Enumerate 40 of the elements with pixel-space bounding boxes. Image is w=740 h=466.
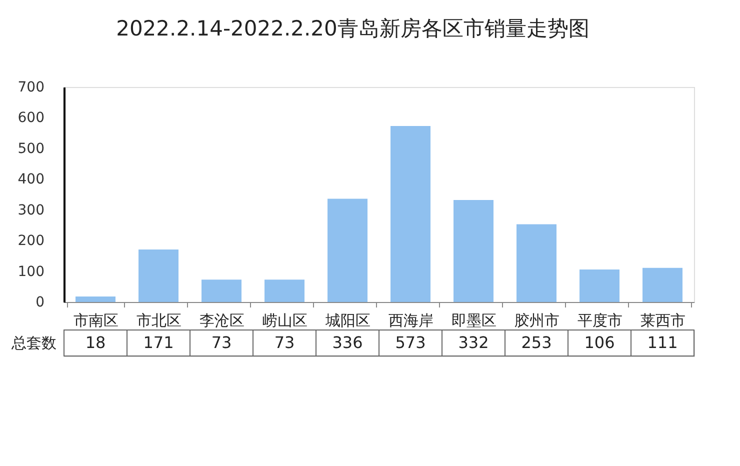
bar xyxy=(202,280,242,302)
bar xyxy=(264,280,304,302)
data-label: 253 xyxy=(521,333,552,352)
x-tick-label: 崂山区 xyxy=(262,312,308,330)
x-tick-label: 市南区 xyxy=(74,312,118,330)
x-tick-label: 胶州市 xyxy=(514,312,560,330)
x-tick-label: 城阳区 xyxy=(324,312,370,330)
chart-title: 2022.2.14-2022.2.20青岛新房各区市销量走势图 xyxy=(116,16,590,40)
y-tick-label: 600 xyxy=(18,110,44,126)
data-label: 171 xyxy=(143,333,174,352)
bar xyxy=(138,249,178,302)
data-label: 18 xyxy=(85,333,106,352)
data-label: 106 xyxy=(584,333,615,352)
x-tick-label: 市北区 xyxy=(136,312,182,330)
x-tick-label: 西海岸 xyxy=(388,312,434,330)
x-tick-label: 莱西市 xyxy=(640,312,686,330)
y-tick-label: 100 xyxy=(18,264,44,280)
x-tick-label: 李沧区 xyxy=(200,312,244,330)
y-tick-label: 0 xyxy=(36,294,44,310)
y-tick-label: 200 xyxy=(18,233,44,250)
x-tick-label: 平度市 xyxy=(578,312,622,330)
bar xyxy=(76,296,116,302)
bar xyxy=(580,269,620,302)
bar xyxy=(642,268,682,302)
bar xyxy=(454,200,494,302)
y-tick-label: 700 xyxy=(18,80,44,96)
data-label: 573 xyxy=(395,333,426,352)
bar xyxy=(328,198,368,302)
y-tick-label: 300 xyxy=(18,202,44,218)
data-label: 111 xyxy=(647,333,678,352)
data-label: 73 xyxy=(211,333,232,352)
y-tick-label: 400 xyxy=(18,172,44,188)
bar xyxy=(390,126,430,302)
text: 总套数 xyxy=(10,334,56,352)
data-label: 336 xyxy=(332,333,363,352)
data-label: 332 xyxy=(458,333,489,352)
x-tick-label: 即墨区 xyxy=(452,312,496,330)
data-label: 73 xyxy=(274,333,295,352)
bar xyxy=(516,224,556,302)
y-tick-label: 500 xyxy=(18,140,44,157)
